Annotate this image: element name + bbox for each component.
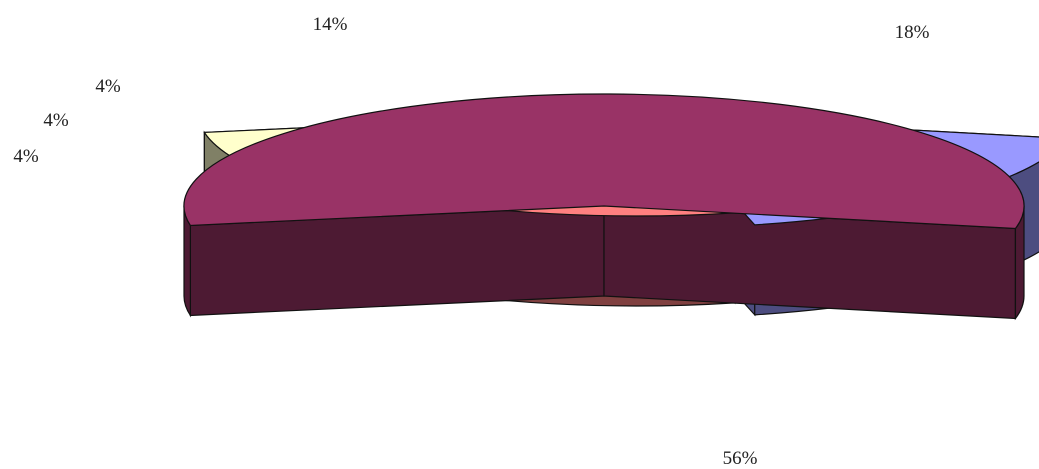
slice-label-4: 4%	[43, 110, 69, 131]
slice-label-3: 4%	[95, 76, 121, 97]
slice-label-1: 18%	[895, 22, 930, 43]
slice-label-2: 14%	[313, 14, 348, 35]
slice-label-5: 4%	[13, 146, 39, 167]
slice-label-0: 56%	[723, 448, 758, 469]
slice-0-top	[183, 93, 1025, 230]
slice-tops	[183, 93, 1039, 230]
slice-labels: 56%18%14%4%4%4%	[13, 14, 929, 469]
